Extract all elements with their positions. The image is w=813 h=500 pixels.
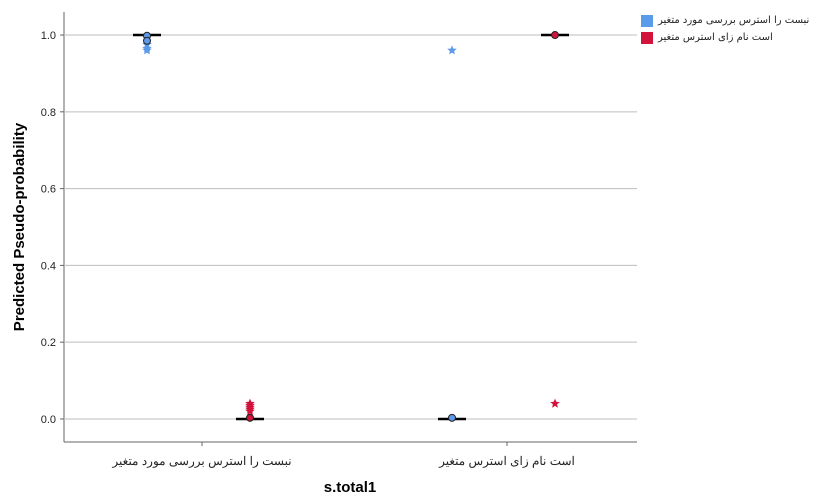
legend-swatch-series-1: [641, 14, 653, 27]
extreme-star-marker: [550, 398, 560, 408]
x-tick-label: است نام زای استرس متغیر: [438, 454, 575, 468]
outlier-marker: [143, 36, 151, 45]
legend-swatch-series-2: [641, 31, 653, 44]
outlier-marker: [246, 413, 254, 422]
x-axis-title: s.total1: [324, 479, 377, 496]
legend-label-series-1: نبست را استرس بررسی مورد متغیر: [658, 15, 810, 26]
plot-marks: [133, 31, 569, 422]
y-tick-label: 0.6: [41, 184, 56, 196]
gridlines: [64, 34, 637, 420]
x-axis-ticks: نبست را استرس بررسی مورد متغیر است نام زا…: [111, 442, 575, 468]
y-tick-label: 0.0: [41, 414, 56, 426]
outlier-marker: [551, 31, 559, 40]
y-tick-label: 0.4: [41, 260, 56, 272]
legend-item-series-1: نبست را استرس بررسی مورد متغیر: [641, 12, 811, 29]
y-tick-label: 1.0: [41, 30, 56, 42]
extreme-star-marker: [142, 45, 152, 55]
outlier-marker: [448, 413, 456, 422]
y-tick-label: 0.2: [41, 337, 56, 349]
extreme-star-marker: [245, 406, 255, 416]
y-axis-ticks: 0.0 0.2 0.4 0.6 0.8 1.0: [41, 30, 64, 426]
legend-item-series-2: است نام زای استرس متغیر: [641, 29, 811, 46]
y-tick-label: 0.8: [41, 107, 56, 119]
x-tick-label: نبست را استرس بررسی مورد متغیر: [111, 454, 291, 468]
extreme-star-marker: [447, 45, 457, 55]
legend-label-series-2: است نام زای استرس متغیر: [658, 32, 773, 43]
legend: نبست را استرس بررسی مورد متغیر است نام ز…: [641, 12, 811, 46]
y-axis-title: Predicted Pseudo-probability: [11, 122, 28, 331]
